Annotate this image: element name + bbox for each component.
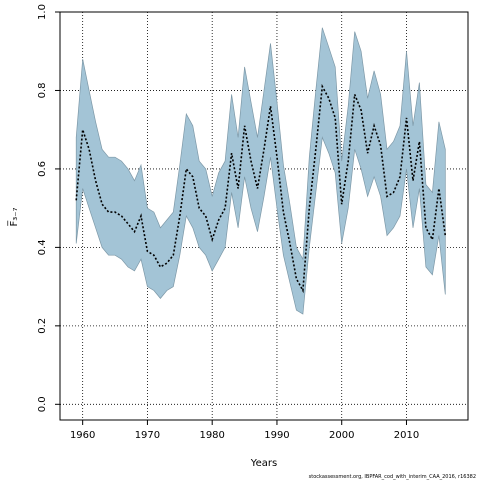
plot-frame bbox=[59, 11, 469, 421]
y-tick-label: 0.0 bbox=[37, 396, 48, 412]
y-tick-label: 1.0 bbox=[37, 4, 48, 20]
y-tick-label: 0.4 bbox=[37, 239, 48, 255]
x-tick-label: 2010 bbox=[394, 430, 419, 441]
x-axis-title: Years bbox=[250, 458, 277, 469]
confidence-band bbox=[75, 27, 446, 315]
y-tick-label: 0.2 bbox=[37, 318, 48, 334]
axis-ticks: 1960 1970 1980 1990 2000 2010 0.0 0.2 0.4 0.6 0.8 1… bbox=[37, 4, 419, 441]
y-axis-title: F̅₃₋₇ bbox=[7, 207, 20, 226]
credit-note: stockassessment.org, IBPFAR_cod_with_int… bbox=[309, 474, 476, 480]
y-tick-label: 0.6 bbox=[37, 161, 48, 177]
y-tick-label: 0.8 bbox=[37, 83, 48, 99]
x-tick-label: 1980 bbox=[199, 430, 224, 441]
estimate-line bbox=[75, 83, 447, 294]
x-tick-label: 1970 bbox=[135, 430, 160, 441]
x-tick-label: 2000 bbox=[329, 430, 354, 441]
x-tick-label: 1960 bbox=[70, 430, 95, 441]
x-tick-label: 1990 bbox=[264, 430, 289, 441]
